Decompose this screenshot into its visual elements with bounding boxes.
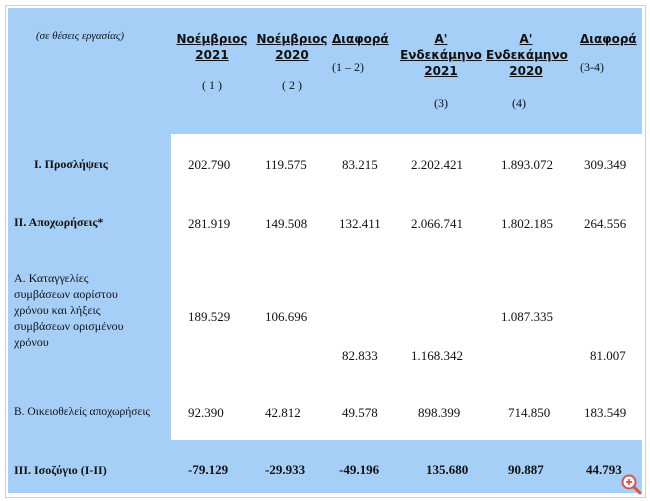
col2-header: Νοέμβριος 2020 ( 2 )	[252, 32, 332, 93]
row-hires-v4: 2.202.421	[411, 157, 463, 172]
header-band	[8, 8, 642, 134]
col4-line2: Ενδεκάμηνο	[400, 48, 482, 62]
row-dismissals-label: Α. Καταγγελίες συμβάσεων αορίστου χρόνου…	[14, 270, 124, 350]
row-hires-label: Ι. Προσλήψεις	[34, 157, 108, 171]
row-dismissals-v4: 1.168.342	[411, 348, 463, 363]
row-balance-v1: -79.129	[188, 462, 229, 477]
dismissals-label-line1: Α. Καταγγελίες	[14, 271, 89, 285]
col3-sub: (1 – 2)	[332, 60, 364, 74]
row-voluntary-v2: 42.812	[265, 405, 301, 420]
balance-row-band	[8, 440, 642, 493]
row-separations-v1: 281.919	[188, 216, 231, 231]
row-dismissals-v2: 106.696	[265, 309, 308, 324]
row-separations-v4: 2.066.741	[411, 216, 463, 231]
col1-header: Νοέμβριος 2021 ( 1 )	[172, 32, 252, 93]
row-hires-v6: 309.349	[584, 157, 627, 172]
row-voluntary-v6: 183.549	[584, 405, 627, 420]
row-voluntary-v4: 898.399	[418, 405, 461, 420]
left-label-band	[8, 134, 171, 440]
col4-line1: Α'	[434, 32, 448, 46]
col2-line2: 2020	[275, 48, 309, 62]
col6-header: Διαφορά (3-4)	[580, 32, 642, 75]
col2-line1: Νοέμβριος	[256, 32, 328, 46]
row-separations-v5: 1.802.185	[501, 216, 553, 231]
col4-line3: 2021	[424, 64, 458, 78]
row-hires-v5: 1.893.072	[501, 157, 553, 172]
row-balance-v4: 135.680	[426, 462, 469, 477]
col1-sub: ( 1 )	[202, 78, 222, 92]
col4-header: Α' Ενδεκάμηνο 2021 (3)	[393, 32, 489, 111]
col5-line1: Α'	[519, 32, 533, 46]
row-hires-v1: 202.790	[188, 157, 231, 172]
dismissals-label-line4: συμβάσεων ορισμένου	[14, 319, 124, 333]
col5-header: Α' Ενδεκάμηνο 2020 (4)	[486, 32, 568, 111]
dismissals-label-line3: χρόνου και λήξεις	[14, 303, 101, 317]
row-separations-v6: 264.556	[584, 216, 627, 231]
row-hires-v2: 119.575	[265, 157, 307, 172]
row-separations-label: ΙΙ. Αποχωρήσεις*	[14, 215, 104, 229]
row-voluntary-label: Β. Οικειοθελείς αποχωρήσεις	[14, 406, 150, 418]
col5-line2: Ενδεκάμηνο	[486, 48, 568, 62]
row-dismissals-v1: 189.529	[188, 309, 231, 324]
col6-sub: (3-4)	[580, 60, 604, 74]
row-dismissals-v5: 1.087.335	[501, 309, 553, 324]
units-label: (σε θέσεις εργασίας)	[36, 30, 125, 42]
zoom-in-icon[interactable]	[620, 473, 642, 495]
col5-sub: (4)	[512, 96, 526, 110]
col1-line2: 2021	[195, 48, 229, 62]
row-separations-v3: 132.411	[339, 216, 381, 231]
dismissals-label-line2: συμβάσεων αορίστου	[14, 287, 118, 301]
col5-line3: 2020	[509, 64, 543, 78]
row-balance-v2: -29.933	[265, 462, 306, 477]
col3-line1: Διαφορά	[332, 32, 389, 46]
col2-sub: ( 2 )	[282, 78, 302, 92]
row-voluntary-v5: 714.850	[508, 405, 551, 420]
row-hires-v3: 83.215	[342, 157, 378, 172]
row-separations-v2: 149.508	[265, 216, 308, 231]
col1-line1: Νοέμβριος	[176, 32, 248, 46]
row-balance-v5: 90.887	[508, 462, 544, 477]
col3-header: Διαφορά (1 – 2)	[332, 32, 392, 75]
row-dismissals-v3: 82.833	[342, 348, 378, 363]
col6-line1: Διαφορά	[580, 32, 637, 46]
row-balance-label: ΙΙΙ. Ισοζύγιο (Ι-ΙΙ)	[14, 463, 107, 477]
row-balance-v6: 44.793	[586, 462, 622, 477]
col4-sub: (3)	[434, 96, 448, 110]
dismissals-label-line5: χρόνου	[14, 335, 49, 349]
row-voluntary-v1: 92.390	[188, 405, 224, 420]
row-dismissals-v6: 81.007	[590, 348, 626, 363]
row-voluntary-v3: 49.578	[342, 405, 378, 420]
row-balance-v3: -49.196	[339, 462, 380, 477]
